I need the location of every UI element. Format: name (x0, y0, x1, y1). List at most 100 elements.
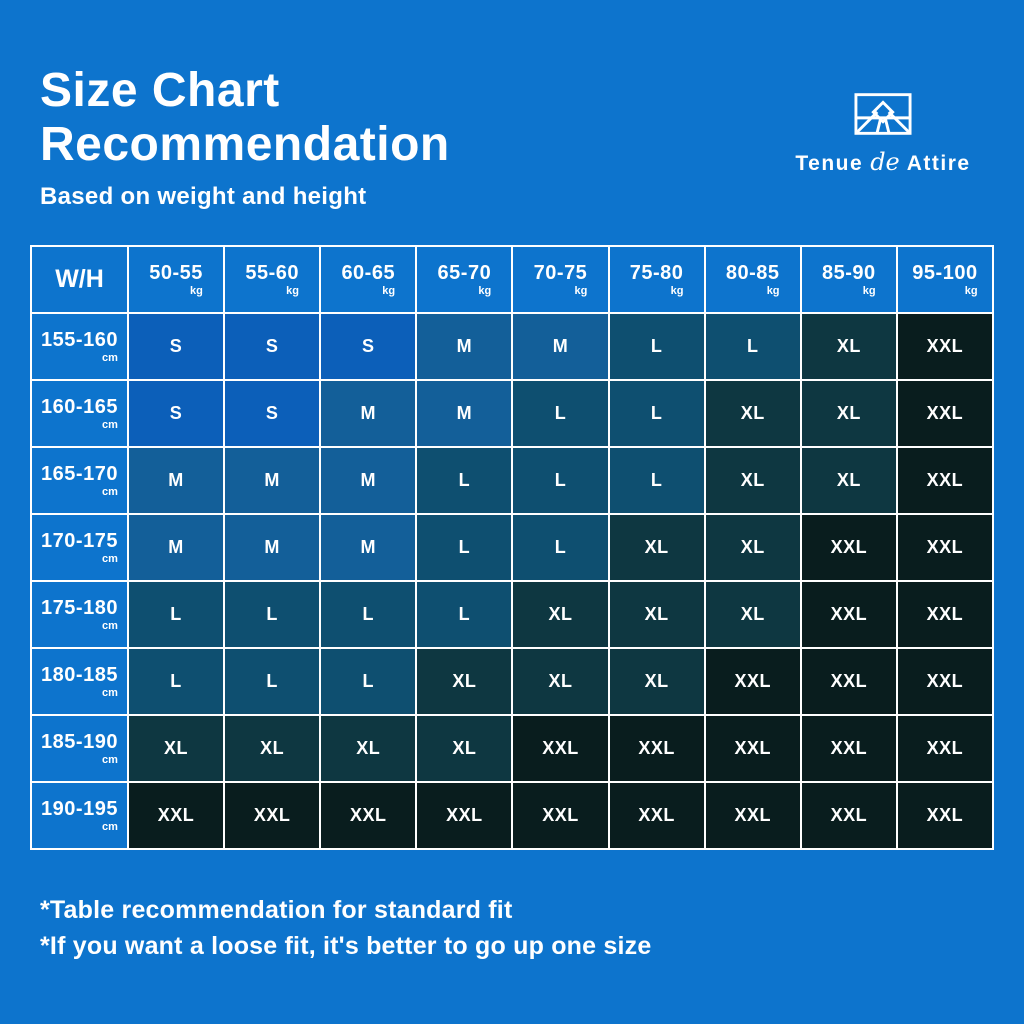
size-cell: XL (417, 716, 512, 781)
size-cell: XL (513, 582, 608, 647)
brand-word-tenue: Tenue (795, 152, 864, 175)
range-unit: cm (102, 485, 118, 498)
size-cell: XL (321, 716, 416, 781)
range-unit: kg (766, 284, 780, 297)
size-cell: XXL (897, 448, 992, 513)
size-cell: S (129, 314, 224, 379)
weight-header-cell: 50-55 kg (129, 247, 224, 312)
size-cell: XXL (897, 582, 992, 647)
size-cell: XXL (897, 515, 992, 580)
height-row-label: 180-185 cm (32, 649, 127, 714)
brand-word-attire: Attire (906, 152, 971, 175)
size-cell: M (225, 448, 320, 513)
range-label: 80-85 kg (726, 263, 780, 297)
size-cell: L (225, 582, 320, 647)
range-unit: cm (102, 619, 118, 632)
range-label: 155-160 cm (41, 330, 118, 364)
page-title-line2: Recommendation (40, 118, 450, 172)
range-label: 65-70 kg (438, 263, 492, 297)
height-row-label: 185-190 cm (32, 716, 127, 781)
range-label: 85-90 kg (822, 263, 876, 297)
size-cell: XL (129, 716, 224, 781)
size-cell: L (417, 515, 512, 580)
size-cell: L (609, 448, 704, 513)
size-cell: M (417, 381, 512, 446)
size-cell: XXL (609, 716, 704, 781)
range-label: 190-195 cm (41, 799, 118, 833)
size-cell: L (513, 515, 608, 580)
range-value: 50-55 (149, 261, 203, 284)
size-cell: L (321, 649, 416, 714)
size-cell: M (417, 314, 512, 379)
range-value: 190-195 (41, 797, 118, 820)
size-cell: XXL (417, 783, 512, 848)
range-unit: cm (102, 686, 118, 699)
weight-header-cell: 70-75 kg (513, 247, 608, 312)
size-cell: XXL (801, 783, 896, 848)
size-cell: XXL (705, 716, 800, 781)
range-unit: kg (670, 284, 684, 297)
size-cell: M (225, 515, 320, 580)
range-label: 70-75 kg (534, 263, 588, 297)
size-cell: XXL (897, 716, 992, 781)
range-value: 85-90 (821, 261, 876, 284)
size-cell: XL (609, 515, 704, 580)
size-cell: L (225, 649, 320, 714)
size-cell: S (225, 314, 320, 379)
size-cell: XL (417, 649, 512, 714)
range-value: 185-190 (41, 730, 118, 753)
page-title: Size Chart Recommendation (40, 64, 450, 172)
range-unit: kg (862, 284, 876, 297)
range-unit: kg (190, 284, 203, 297)
size-cell: L (705, 314, 800, 379)
range-label: 75-80 kg (630, 263, 684, 297)
size-cell: XL (705, 381, 800, 446)
range-label: 55-60 kg (245, 263, 299, 297)
page-title-line1: Size Chart (40, 64, 280, 117)
range-label: 160-165 cm (41, 397, 118, 431)
range-value: 70-75 (533, 261, 588, 284)
size-cell: L (513, 381, 608, 446)
size-cell: S (129, 381, 224, 446)
range-unit: cm (102, 418, 118, 431)
weight-header-cell: 65-70 kg (417, 247, 512, 312)
size-cell: XL (801, 448, 896, 513)
height-row-label: 160-165 cm (32, 381, 127, 446)
brand-logo: Tenue de Attire (778, 92, 988, 176)
brand-word-de: de (870, 148, 900, 176)
size-cell: XL (225, 716, 320, 781)
size-cell: XXL (705, 649, 800, 714)
range-unit: kg (964, 284, 978, 297)
range-value: 155-160 (41, 328, 118, 351)
size-cell: L (513, 448, 608, 513)
range-unit: kg (286, 284, 299, 297)
range-unit: kg (382, 284, 396, 297)
size-table: W/H 50-55 kg 55-60 kg 60-65 kg 65-70 kg 70-75 kg 75… (30, 245, 994, 850)
size-cell: XXL (513, 716, 608, 781)
size-cell: XL (705, 582, 800, 647)
size-cell: XL (801, 314, 896, 379)
range-label: 175-180 cm (41, 598, 118, 632)
height-row-label: 165-170 cm (32, 448, 127, 513)
height-row-label: 190-195 cm (32, 783, 127, 848)
range-unit: cm (102, 753, 118, 766)
range-unit: cm (102, 820, 118, 833)
range-label: 50-55 kg (149, 263, 203, 297)
range-value: 175-180 (41, 596, 118, 619)
height-row-label: 170-175 cm (32, 515, 127, 580)
size-cell: XL (513, 649, 608, 714)
range-unit: kg (574, 284, 588, 297)
size-cell: XXL (897, 314, 992, 379)
size-cell: XXL (801, 515, 896, 580)
size-cell: XXL (801, 649, 896, 714)
weight-header-cell: 55-60 kg (225, 247, 320, 312)
size-cell: XL (705, 448, 800, 513)
size-cell: XL (705, 515, 800, 580)
weight-header-cell: 75-80 kg (609, 247, 704, 312)
range-value: 165-170 (41, 462, 118, 485)
range-label: 95-100 kg (912, 263, 977, 297)
size-cell: XXL (321, 783, 416, 848)
range-label: 180-185 cm (41, 665, 118, 699)
range-label: 165-170 cm (41, 464, 118, 498)
range-label: 185-190 cm (41, 732, 118, 766)
